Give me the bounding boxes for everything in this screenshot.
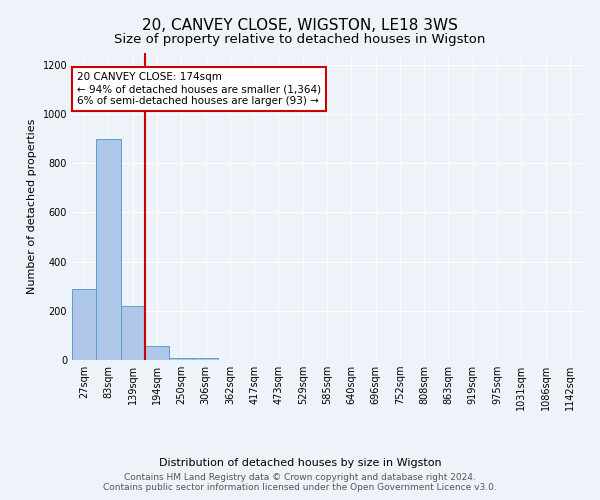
Bar — [169, 358, 193, 360]
Text: Distribution of detached houses by size in Wigston: Distribution of detached houses by size … — [158, 458, 442, 468]
Text: 20 CANVEY CLOSE: 174sqm
← 94% of detached houses are smaller (1,364)
6% of semi-: 20 CANVEY CLOSE: 174sqm ← 94% of detache… — [77, 72, 321, 106]
Bar — [96, 138, 121, 360]
Bar — [193, 358, 218, 360]
Y-axis label: Number of detached properties: Number of detached properties — [27, 118, 37, 294]
Text: Contains HM Land Registry data © Crown copyright and database right 2024.
Contai: Contains HM Land Registry data © Crown c… — [103, 473, 497, 492]
Bar — [72, 288, 96, 360]
Bar — [145, 346, 169, 360]
Text: Size of property relative to detached houses in Wigston: Size of property relative to detached ho… — [115, 32, 485, 46]
Text: 20, CANVEY CLOSE, WIGSTON, LE18 3WS: 20, CANVEY CLOSE, WIGSTON, LE18 3WS — [142, 18, 458, 32]
Bar — [121, 306, 145, 360]
